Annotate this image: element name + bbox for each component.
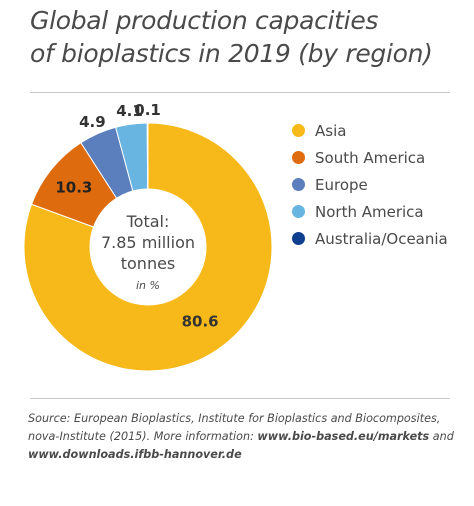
value-label-asia: 80.6 (182, 313, 219, 331)
legend-label-north-america: North America (315, 202, 424, 221)
legend-swatch-europe (292, 178, 305, 191)
source-note: Source: European Bioplastics, Institute … (28, 410, 468, 464)
legend-item-north-america: North America (292, 198, 448, 225)
value-label-australia-oceania: 0.1 (134, 101, 161, 119)
center-text-line-2: 7.85 million (101, 233, 195, 252)
legend-swatch-north-america (292, 205, 305, 218)
value-label-europe: 4.9 (79, 113, 106, 131)
legend-label-south-america: South America (315, 148, 426, 167)
source-text-2: and (429, 430, 454, 443)
source-link-markets[interactable]: www.bio-based.eu/markets (257, 430, 430, 443)
center-unit: in % (136, 279, 160, 292)
legend-label-europe: Europe (315, 175, 368, 194)
legend-swatch-asia (292, 124, 305, 137)
legend-swatch-south-america (292, 151, 305, 164)
chart-title-line-2: of bioplastics in 2019 (by region) (30, 39, 433, 68)
value-label-south-america: 10.3 (55, 179, 92, 197)
donut-chart: 80.6 10.3 4.9 4.10.1 Total: 7.85 million tonne… (23, 101, 273, 372)
legend-swatch-australia-oceania (292, 232, 305, 245)
value-label-north-america: 4.1 (116, 102, 143, 120)
center-text-line-3: tonnes (121, 254, 176, 273)
legend-item-europe: Europe (292, 171, 448, 198)
legend-item-australia-oceania: Australia/Oceania (292, 225, 448, 252)
chart-legend: Asia South America Europe North America Aust… (292, 117, 448, 252)
slice-australia-oceania (146, 122, 149, 190)
legend-item-asia: Asia (292, 117, 448, 144)
chart-title-line-1: Global production capacities (30, 6, 379, 35)
bottom-divider (30, 398, 450, 399)
legend-label-australia-oceania: Australia/Oceania (315, 229, 448, 248)
top-divider (30, 92, 450, 93)
legend-item-south-america: South America (292, 144, 448, 171)
legend-label-asia: Asia (315, 121, 347, 140)
center-text-line-1: Total: (126, 212, 170, 231)
source-text-1: Source: European Bioplastics, Institute … (28, 412, 441, 443)
source-link-downloads[interactable]: www.downloads.ifbb-hannover.de (28, 448, 242, 461)
slice-asia (23, 122, 273, 372)
chart-title: Global production capacities of bioplast… (30, 4, 460, 70)
